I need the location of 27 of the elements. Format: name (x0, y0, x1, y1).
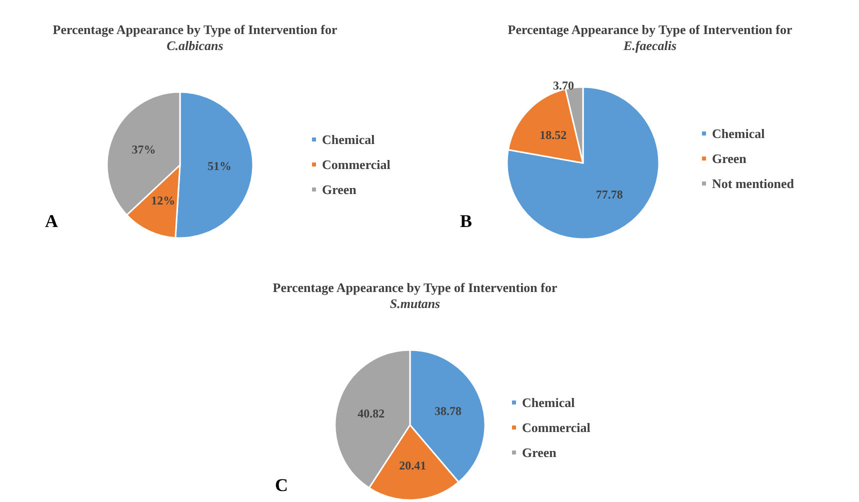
data-label: 77.78 (596, 187, 623, 202)
chart-title: Percentage Appearance by Type of Intervention for (508, 22, 792, 37)
data-label: 20.41 (399, 458, 426, 472)
legend-label: Chemical (322, 132, 376, 147)
chart-subtitle: E.faecalis (622, 38, 677, 53)
chart-title: Percentage Appearance by Type of Intervention for (52, 22, 338, 37)
data-label: 51% (207, 159, 232, 174)
chart-subtitle: C.albicans (166, 38, 224, 53)
text: A (45, 211, 58, 231)
data-label: 38.78 (434, 404, 462, 418)
legend-label: Green (712, 151, 748, 166)
legend-label: Commercial (322, 157, 391, 172)
legend-label: Not mentioned (712, 176, 795, 191)
chart-subtitle: S.mutans (390, 296, 440, 311)
data-label: 3.70 (552, 78, 574, 93)
chart-title: Percentage Appearance by Type of Intervention for (272, 280, 558, 295)
data-label: 18.52 (540, 128, 567, 142)
text: B (460, 211, 472, 231)
legend-label: Chemical (522, 395, 576, 410)
legend-label: Green (322, 182, 358, 197)
legend-label: Chemical (712, 126, 766, 141)
data-label: 37% (132, 142, 156, 156)
data-label: 12% (151, 194, 176, 208)
text: C (275, 475, 288, 495)
legend-label: Green (522, 445, 558, 460)
legend-label: Commercial (522, 420, 591, 435)
data-label: 40.82 (358, 406, 385, 420)
